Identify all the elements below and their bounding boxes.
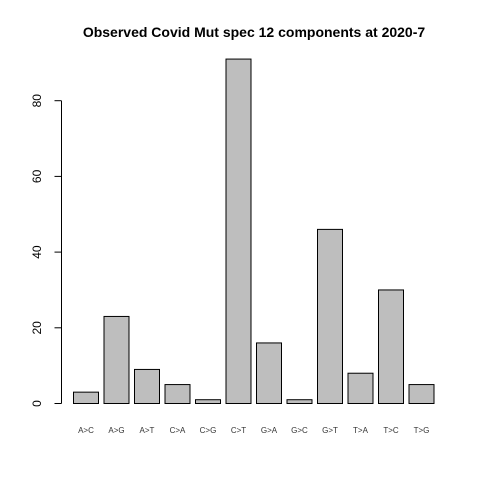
x-category-label: A>C (78, 426, 94, 435)
y-tick-label: 0 (30, 400, 44, 407)
x-category-label: G>T (322, 426, 338, 435)
x-category-label: G>C (291, 426, 308, 435)
x-category-label: G>A (261, 426, 278, 435)
bar-g-to-t (317, 228, 343, 404)
x-category-label: C>A (170, 426, 186, 435)
x-category-label: C>T (231, 426, 246, 435)
x-category-label: A>T (140, 426, 155, 435)
bar-a-to-t (134, 368, 160, 404)
y-tick-label: 60 (30, 169, 44, 183)
bar-a-to-g (103, 315, 130, 405)
bar-c-to-a (164, 384, 191, 405)
x-axis-labels: A>C A>G A>T C>A C>G C>T G>A G>C G>T T>A T>C T>G (78, 426, 429, 435)
x-category-label: T>G (414, 426, 430, 435)
chart-title: Observed Covid Mut spec 12 components at… (83, 24, 426, 40)
bars-group (73, 58, 435, 405)
y-axis: 0 20 40 60 80 (30, 94, 62, 407)
x-category-label: A>G (108, 426, 124, 435)
bar-g-to-a (256, 342, 282, 405)
bar-t-to-c (378, 289, 404, 405)
y-tick-label: 40 (30, 245, 44, 259)
bar-t-to-g (408, 384, 435, 405)
x-category-label: C>G (200, 426, 217, 435)
y-tick-label: 80 (30, 94, 44, 108)
bar-t-to-a (347, 372, 374, 405)
bar-a-to-c (73, 391, 99, 404)
bar-g-to-c (286, 399, 313, 404)
bar-c-to-t (225, 58, 252, 404)
x-category-label: T>A (353, 426, 369, 435)
y-tick-label: 20 (30, 321, 44, 335)
bar-c-to-g (195, 399, 221, 404)
x-category-label: T>C (383, 426, 399, 435)
